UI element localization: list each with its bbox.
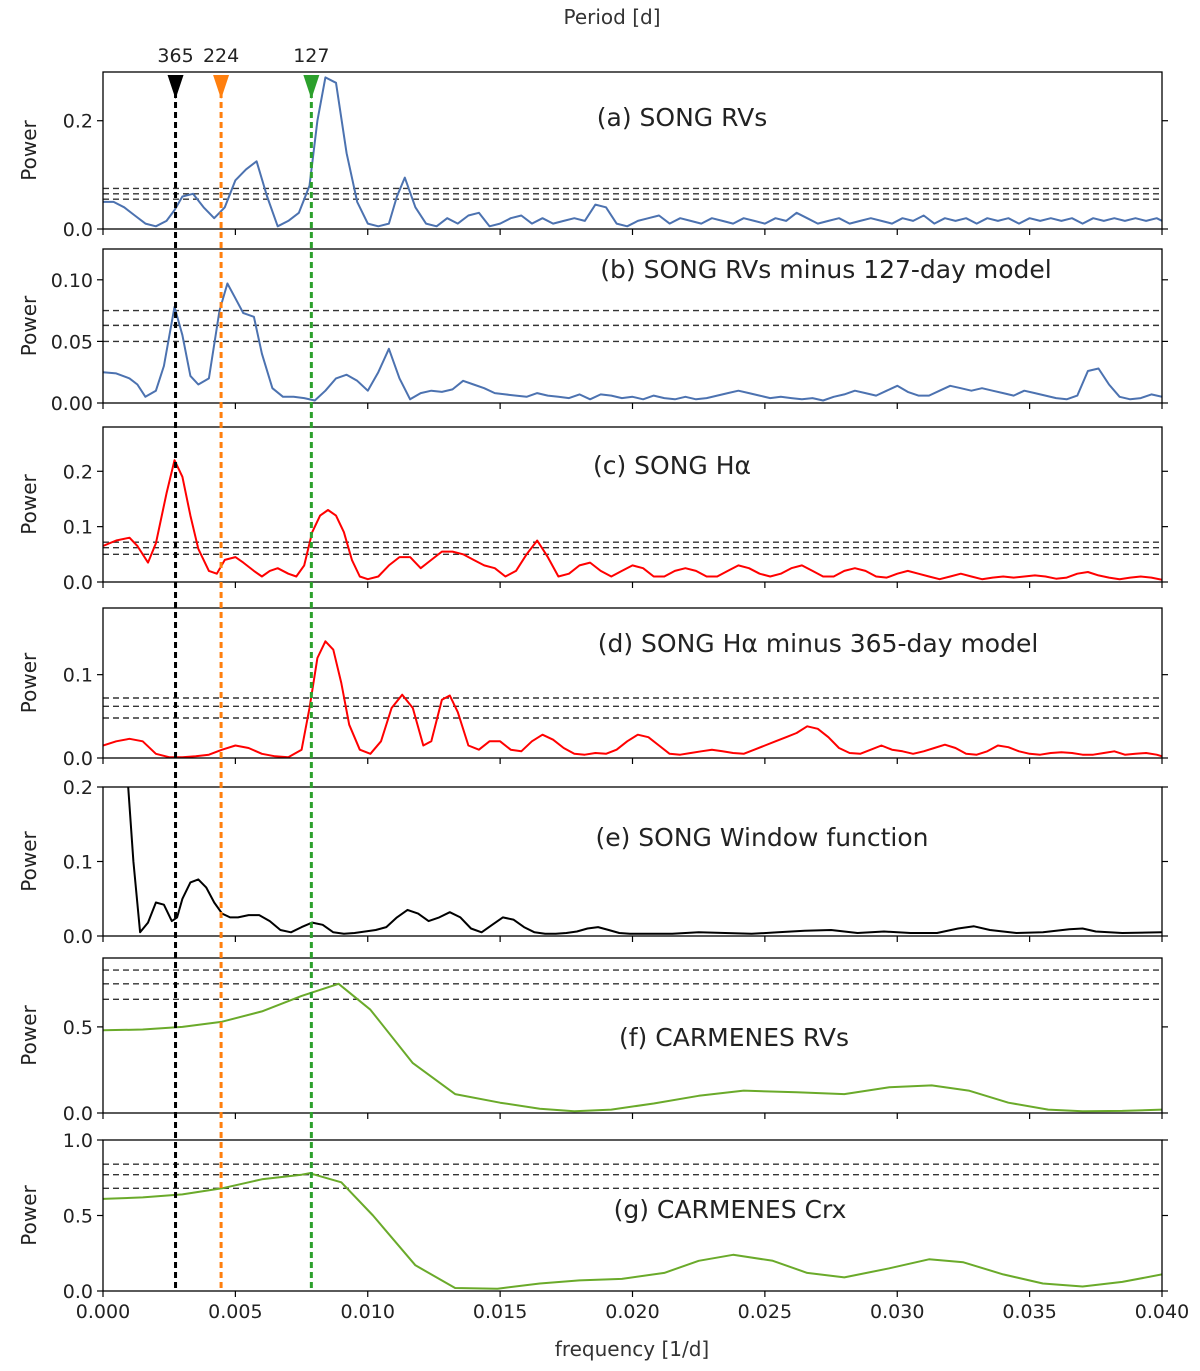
y-axis-label: Power (17, 295, 41, 356)
y-tick-label: 0.0 (63, 1103, 93, 1125)
y-axis-label: Power (17, 1004, 41, 1065)
panel-b: 0.00 0.05 0.10 Power (b) SONG RVs minus 127-… (17, 248, 1168, 415)
x-tick-label: 0.000 (76, 1301, 130, 1323)
series-line (103, 282, 1162, 402)
panel-title: (f) CARMENES RVs (619, 1023, 849, 1052)
y-tick-label: 0.0 (63, 748, 93, 770)
period-marker-triangle (213, 75, 230, 99)
y-tick-label: 0.5 (63, 1017, 93, 1039)
panel-title: (b) SONG RVs minus 127-day model (600, 255, 1051, 284)
y-tick-label: 0.10 (51, 270, 93, 292)
y-tick-label: 0.5 (63, 1206, 93, 1228)
y-tick-label: 0.2 (63, 777, 93, 799)
series-line (103, 459, 1162, 581)
panel-e: 0.0 0.1 0.2 Power (e) SONG Window function (17, 777, 1168, 948)
y-tick-label: 0.0 (63, 572, 93, 594)
y-axis-label: Power (17, 473, 41, 534)
x-tick-label: 0.010 (341, 1301, 395, 1323)
y-tick-label: 0.0 (63, 926, 93, 948)
y-tick-label: 0.05 (51, 331, 93, 353)
y-tick-label: 1.0 (63, 1130, 93, 1152)
panel-title: (a) SONG RVs (597, 103, 767, 132)
panel-title: (c) SONG Hα (593, 451, 751, 480)
x-tick-label: 0.015 (473, 1301, 527, 1323)
y-axis-label: Power (17, 652, 41, 713)
panel-f: 0.0 0.5 Power (f) CARMENES RVs (17, 957, 1168, 1125)
y-tick-label: 0.0 (63, 1281, 93, 1303)
panel-c: 0.0 0.1 0.2 Power (c) SONG Hα (17, 426, 1168, 594)
top-axis-title: Period [d] (563, 5, 660, 29)
y-axis-label: Power (17, 119, 41, 180)
period-marker-label: 224 (203, 45, 239, 67)
x-tick-label: 0.030 (870, 1301, 924, 1323)
period-marker-triangle (303, 75, 320, 99)
x-tick-label: 0.025 (738, 1301, 792, 1323)
series-line (103, 1172, 1162, 1290)
y-tick-label: 0.1 (63, 852, 93, 874)
series-line (103, 76, 1162, 228)
period-marker-label: 365 (157, 45, 193, 67)
x-axis-label: frequency [1/d] (555, 1337, 709, 1361)
x-tick-label: 0.040 (1135, 1301, 1189, 1323)
y-axis-label: Power (17, 830, 41, 891)
panel-frame (102, 786, 1163, 937)
panel-title: (d) SONG Hα minus 365-day model (598, 629, 1039, 658)
y-tick-label: 0.2 (63, 461, 93, 483)
panel-title: (g) CARMENES Crx (614, 1195, 847, 1224)
period-marker-triangle (167, 75, 184, 99)
y-tick-label: 0.1 (63, 517, 93, 539)
period-marker-label: 127 (293, 45, 329, 67)
y-tick-label: 0.1 (63, 665, 93, 687)
panel-d: 0.0 0.1 Power (d) SONG Hα minus 365-day mod… (17, 607, 1168, 770)
panel-frame (102, 71, 1163, 230)
x-tick-label: 0.005 (208, 1301, 262, 1323)
y-tick-label: 0.2 (63, 111, 93, 133)
series-line (127, 787, 1162, 935)
y-axis-label: Power (17, 1184, 41, 1245)
x-tick-label: 0.020 (605, 1301, 659, 1323)
series-line (103, 640, 1162, 758)
panel-a: 0.0 0.2 Power (a) SONG RVs (17, 71, 1168, 241)
y-tick-label: 0.0 (63, 219, 93, 241)
panel-g: 0.0 0.5 1.0 Power (g) CARMENES Crx (17, 1130, 1168, 1303)
series-line (103, 982, 1162, 1113)
x-tick-label: 0.035 (1002, 1301, 1056, 1323)
panel-title: (e) SONG Window function (595, 823, 928, 852)
y-tick-label: 0.00 (51, 393, 93, 415)
